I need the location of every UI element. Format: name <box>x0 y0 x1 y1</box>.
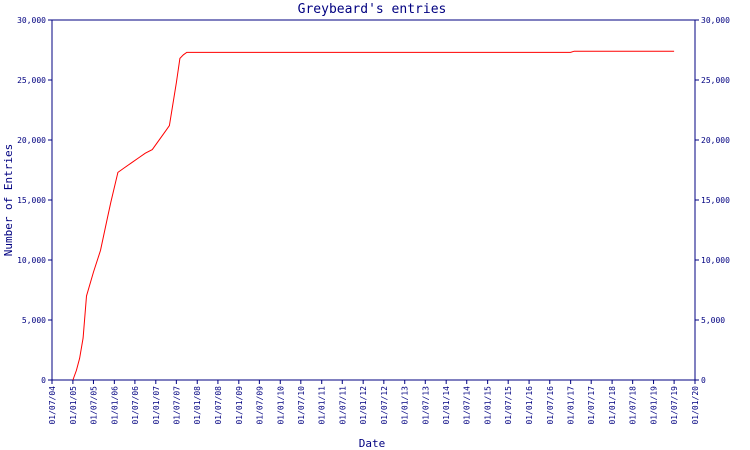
y-tick-label-right: 5,000 <box>701 316 725 325</box>
x-tick-label: 01/01/16 <box>525 386 534 425</box>
x-tick-label: 01/01/05 <box>69 386 78 425</box>
x-tick-label: 01/01/19 <box>650 386 659 425</box>
x-tick-label: 01/01/15 <box>484 386 493 425</box>
x-axis-label: Date <box>359 437 386 450</box>
x-tick-label: 01/01/14 <box>442 386 451 425</box>
x-tick-label: 01/01/18 <box>608 386 617 425</box>
y-tick-label-left: 15,000 <box>17 196 46 205</box>
x-tick-label: 01/07/12 <box>380 386 389 425</box>
y-tick-label-left: 20,000 <box>17 136 46 145</box>
x-tick-label: 01/07/19 <box>670 386 679 425</box>
y-axis-right: 0 5,000 10,000 15,000 20,000 25,000 30,000 <box>695 16 730 385</box>
x-tick-label: 01/07/10 <box>297 386 306 425</box>
x-tick-label: 01/01/08 <box>193 386 202 425</box>
x-tick-label: 01/01/20 <box>691 386 700 425</box>
x-tick-label: 01/07/04 <box>48 386 57 425</box>
y-tick-label-right: 20,000 <box>701 136 730 145</box>
y-axis-label: Number of Entries <box>2 144 15 257</box>
series-layer <box>72 50 675 381</box>
x-tick-label: 01/07/18 <box>629 386 638 425</box>
x-tick-label: 01/07/09 <box>255 386 264 425</box>
y-axis-left: 0 5,000 10,000 15,000 20,000 25,000 30,000 <box>17 16 52 385</box>
x-tick-label: 01/01/10 <box>276 386 285 425</box>
x-tick-label: 01/01/13 <box>401 386 410 425</box>
x-tick-label: 01/07/11 <box>338 386 347 425</box>
series-line <box>72 50 675 381</box>
plot-frame <box>51 19 696 381</box>
x-axis: 01/07/04 01/01/05 01/07/05 01/01/06 01/07/06… <box>48 380 700 425</box>
y-tick-label-left: 10,000 <box>17 256 46 265</box>
x-tick-label: 01/01/09 <box>235 386 244 425</box>
y-tick-label-right: 15,000 <box>701 196 730 205</box>
x-tick-label: 01/01/11 <box>318 386 327 425</box>
y-tick-label-right: 30,000 <box>701 16 730 25</box>
x-tick-label: 01/01/06 <box>110 386 119 425</box>
x-tick-label: 01/07/13 <box>421 386 430 425</box>
y-tick-label-right: 0 <box>701 376 706 385</box>
y-tick-label-left: 25,000 <box>17 76 46 85</box>
y-tick-label-right: 25,000 <box>701 76 730 85</box>
x-tick-label: 01/07/15 <box>504 386 513 425</box>
y-tick-label-left: 5,000 <box>22 316 46 325</box>
x-tick-label: 01/07/06 <box>131 386 140 425</box>
x-tick-label: 01/07/08 <box>214 386 223 425</box>
y-tick-label-left: 30,000 <box>17 16 46 25</box>
y-tick-label-left: 0 <box>41 376 46 385</box>
x-tick-label: 01/01/12 <box>359 386 368 425</box>
x-tick-label: 01/07/07 <box>172 386 181 425</box>
chart-title: Greybeard's entries <box>298 2 447 17</box>
x-tick-label: 01/01/17 <box>567 386 576 425</box>
y-tick-label-right: 10,000 <box>701 256 730 265</box>
x-tick-label: 01/07/17 <box>587 386 596 425</box>
x-tick-label: 01/07/05 <box>89 386 98 425</box>
x-tick-label: 01/07/16 <box>546 386 555 425</box>
x-tick-label: 01/07/14 <box>463 386 472 425</box>
x-tick-label: 01/01/07 <box>152 386 161 425</box>
